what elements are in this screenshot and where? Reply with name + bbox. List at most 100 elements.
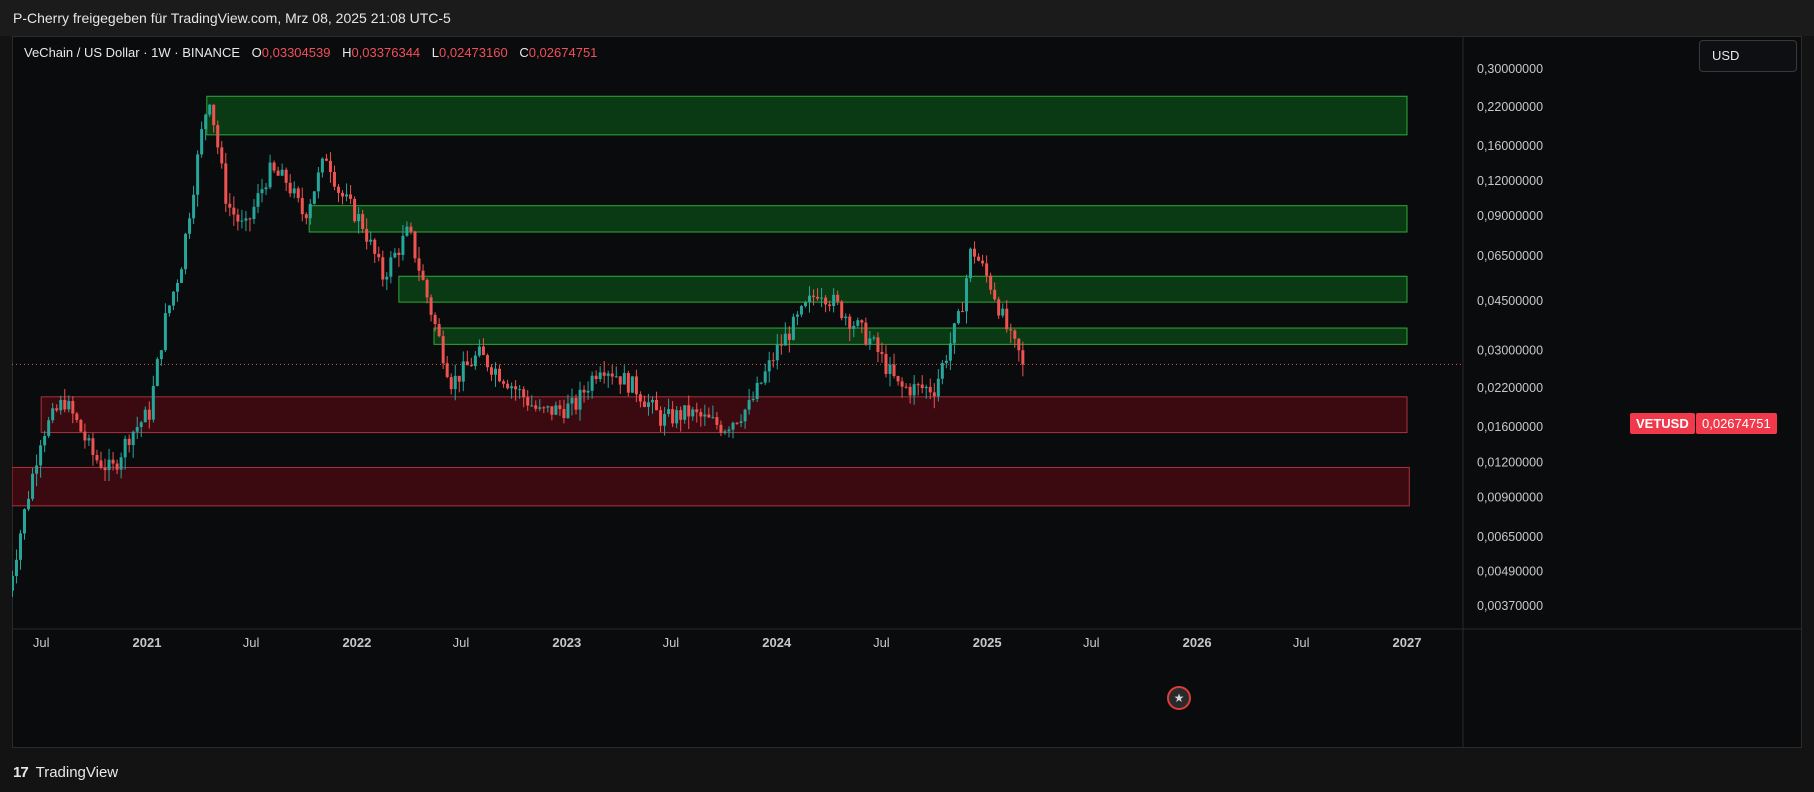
x-tick-label: 2026: [1183, 635, 1212, 650]
legend-open-label: O: [251, 45, 262, 60]
candle-body: [868, 338, 872, 345]
candle-body: [751, 398, 755, 401]
x-tick-label: Jul: [873, 635, 890, 650]
candle: [256, 183, 260, 214]
candle: [55, 404, 59, 413]
candle: [743, 408, 747, 429]
candle: [614, 366, 618, 378]
candle-body: [123, 438, 127, 458]
candle-body: [284, 169, 288, 183]
candle-body: [783, 333, 787, 346]
candle-body: [900, 381, 904, 387]
candle-body: [691, 409, 695, 417]
candle-body: [264, 187, 268, 190]
candle: [111, 452, 115, 471]
candle-body: [393, 252, 397, 258]
candle: [337, 183, 341, 203]
candle-body: [1009, 329, 1013, 331]
candle-body: [477, 346, 481, 356]
candle-body: [1005, 308, 1009, 330]
candle: [361, 209, 365, 233]
candle: [832, 288, 836, 313]
candle-body: [1013, 330, 1017, 339]
candle: [320, 157, 324, 178]
candle-body: [711, 417, 715, 419]
candle: [328, 152, 332, 183]
y-tick-label: 0,12000000: [1477, 174, 1543, 188]
candle: [763, 363, 767, 386]
candle: [695, 402, 699, 423]
candle-body: [184, 233, 188, 270]
candle-body: [884, 353, 888, 374]
candle-body: [864, 322, 868, 345]
candle: [618, 376, 622, 394]
candle-body: [610, 373, 614, 377]
us-flag-icon[interactable]: ★: [1167, 686, 1191, 710]
x-tick-label: 2022: [342, 635, 371, 650]
x-tick-label: Jul: [453, 635, 470, 650]
candle-body: [590, 375, 594, 391]
candle: [610, 365, 614, 385]
candle-body: [671, 409, 675, 424]
candle: [586, 381, 590, 400]
candle: [284, 167, 288, 192]
candle: [840, 299, 844, 321]
candle: [143, 406, 147, 423]
x-tick-label: 2021: [133, 635, 162, 650]
candle: [956, 308, 960, 325]
candle-body: [268, 162, 272, 188]
price-chart[interactable]: 0,30000000 0,22000000 0,16000000 0,12000000…: [12, 36, 1802, 748]
currency-button[interactable]: USD: [1699, 40, 1797, 72]
candle-body: [928, 386, 932, 393]
candle-body: [256, 193, 260, 207]
candle: [204, 113, 208, 141]
candle: [252, 199, 256, 224]
candle-body: [570, 397, 574, 404]
candle-body: [727, 429, 731, 432]
candle-body: [932, 392, 936, 397]
axes-layer: 0,30000000 0,22000000 0,16000000 0,12000000…: [12, 36, 1802, 748]
candle: [538, 399, 542, 412]
candles-layer: [12, 103, 1025, 598]
candle: [795, 311, 799, 326]
candle-body: [578, 389, 582, 410]
candle: [900, 377, 904, 398]
candle-body: [912, 384, 916, 396]
candle-body: [650, 400, 654, 403]
candle: [630, 376, 634, 393]
candle: [155, 357, 159, 387]
candle-body: [55, 408, 59, 411]
last-price-tag: 0,02674751: [1696, 413, 1777, 434]
x-tick-label: Jul: [1083, 635, 1100, 650]
candle-body: [715, 417, 719, 425]
tradingview-footer[interactable]: 17 TradingView: [0, 752, 1814, 792]
candle: [679, 406, 683, 432]
y-tick-label: 0,01200000: [1477, 455, 1543, 469]
candle: [803, 300, 807, 308]
resistance-zone-2: [398, 275, 1408, 303]
candle: [12, 570, 14, 598]
candle-body: [530, 405, 534, 407]
candle-body: [83, 431, 87, 441]
x-tick-label: 2023: [552, 635, 581, 650]
candle-body: [357, 214, 361, 222]
candle-body: [795, 314, 799, 317]
candle-body: [493, 368, 497, 375]
candle: [244, 210, 248, 232]
candle-body: [12, 576, 14, 591]
candle: [993, 282, 997, 302]
candle: [91, 432, 95, 466]
candle: [139, 420, 143, 438]
candle-body: [735, 422, 739, 424]
candle: [14, 549, 18, 584]
candle-body: [667, 409, 671, 415]
candle-body: [546, 406, 550, 408]
candle-body: [510, 386, 514, 389]
legend-high-value: 0,03376344: [351, 45, 421, 60]
candle: [184, 232, 188, 275]
candle-body: [445, 363, 449, 378]
candle: [997, 296, 1001, 319]
candle-body: [369, 239, 373, 242]
candle-body: [401, 235, 405, 255]
candle: [159, 349, 163, 366]
